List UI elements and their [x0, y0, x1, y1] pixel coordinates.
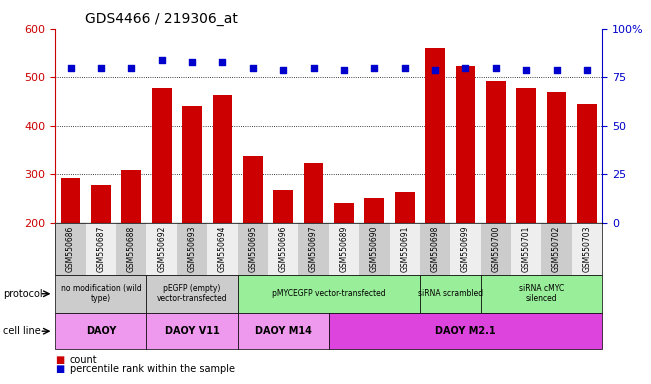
Bar	[365, 197, 384, 319]
Text: GSM550692: GSM550692	[157, 225, 166, 272]
Text: no modification (wild
type): no modification (wild type)	[61, 284, 141, 303]
Text: ■: ■	[55, 355, 64, 365]
Text: GSM550699: GSM550699	[461, 225, 470, 272]
Text: GSM550701: GSM550701	[521, 225, 531, 272]
Bar	[547, 92, 566, 319]
Text: GSM550687: GSM550687	[96, 225, 105, 272]
Text: GSM550700: GSM550700	[492, 225, 501, 272]
Bar	[486, 81, 506, 319]
Bar	[425, 48, 445, 319]
Point	[430, 66, 440, 73]
Point	[582, 66, 592, 73]
Text: GSM550702: GSM550702	[552, 225, 561, 272]
Text: GSM550693: GSM550693	[187, 225, 197, 272]
Text: GSM550694: GSM550694	[218, 225, 227, 272]
Text: percentile rank within the sample: percentile rank within the sample	[70, 364, 234, 374]
Bar	[273, 190, 293, 319]
Point	[521, 66, 531, 73]
Text: GSM550691: GSM550691	[400, 225, 409, 272]
Point	[400, 65, 410, 71]
Bar	[516, 88, 536, 319]
Text: pMYCEGFP vector-transfected: pMYCEGFP vector-transfected	[272, 289, 385, 298]
Text: ■: ■	[55, 364, 64, 374]
Bar	[121, 170, 141, 319]
Text: GSM550688: GSM550688	[127, 225, 136, 272]
Text: GSM550696: GSM550696	[279, 225, 288, 272]
Point	[156, 57, 167, 63]
Text: DAOY: DAOY	[86, 326, 116, 336]
Point	[491, 65, 501, 71]
Bar	[243, 156, 262, 319]
Text: siRNA cMYC
silenced: siRNA cMYC silenced	[519, 284, 564, 303]
Point	[309, 65, 319, 71]
Text: GDS4466 / 219306_at: GDS4466 / 219306_at	[85, 12, 238, 25]
Bar	[212, 95, 232, 319]
Point	[247, 65, 258, 71]
Bar	[152, 88, 171, 319]
Point	[278, 66, 288, 73]
Point	[187, 59, 197, 65]
Text: GSM550695: GSM550695	[248, 225, 257, 272]
Point	[96, 65, 106, 71]
Bar	[61, 178, 81, 319]
Bar	[456, 66, 475, 319]
Bar	[303, 163, 324, 319]
Bar	[182, 106, 202, 319]
Text: GSM550689: GSM550689	[339, 225, 348, 272]
Text: GSM550698: GSM550698	[430, 225, 439, 272]
Bar	[395, 192, 415, 319]
Text: GSM550697: GSM550697	[309, 225, 318, 272]
Bar	[577, 104, 597, 319]
Point	[217, 59, 228, 65]
Text: GSM550686: GSM550686	[66, 225, 75, 272]
Point	[65, 65, 76, 71]
Text: DAOY M14: DAOY M14	[255, 326, 312, 336]
Text: siRNA scrambled: siRNA scrambled	[418, 289, 483, 298]
Point	[551, 66, 562, 73]
Bar	[91, 185, 111, 319]
Text: DAOY M2.1: DAOY M2.1	[435, 326, 496, 336]
Text: cell line: cell line	[3, 326, 41, 336]
Text: count: count	[70, 355, 97, 365]
Point	[460, 65, 471, 71]
Text: GSM550690: GSM550690	[370, 225, 379, 272]
Text: protocol: protocol	[3, 289, 43, 299]
Point	[339, 66, 349, 73]
Text: DAOY V11: DAOY V11	[165, 326, 219, 336]
Text: GSM550703: GSM550703	[583, 225, 592, 272]
Bar	[334, 204, 354, 319]
Point	[126, 65, 137, 71]
Point	[369, 65, 380, 71]
Text: pEGFP (empty)
vector-transfected: pEGFP (empty) vector-transfected	[157, 284, 227, 303]
